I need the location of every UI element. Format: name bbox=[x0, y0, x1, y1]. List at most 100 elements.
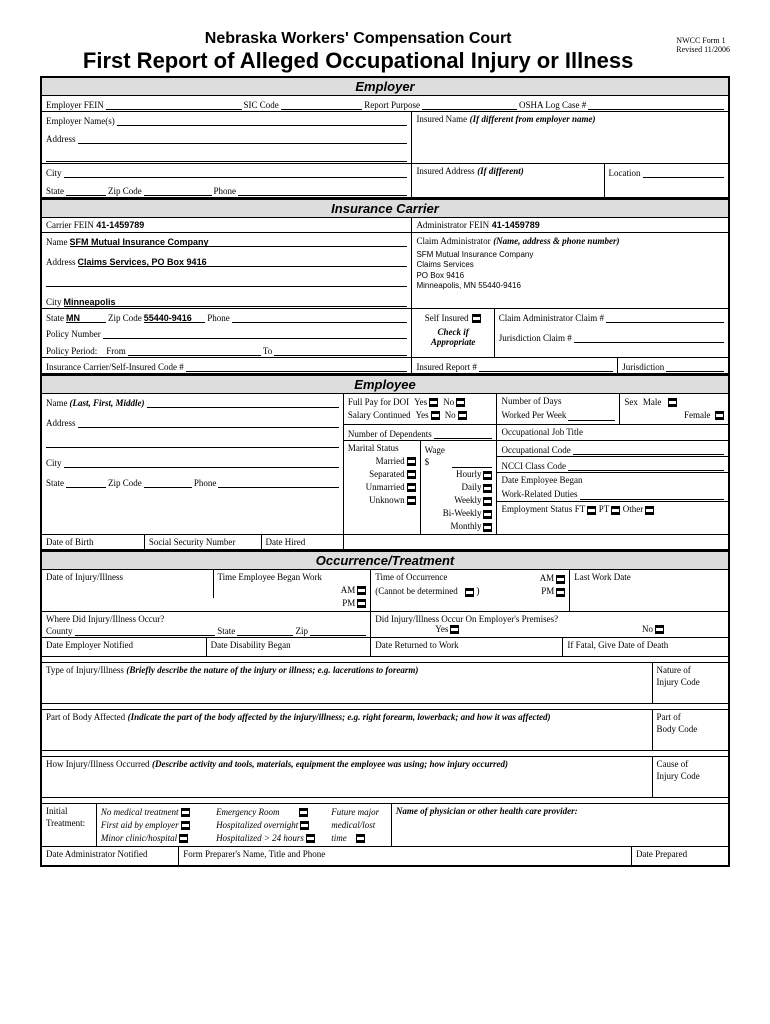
occ-treatment-label: Treatment: bbox=[46, 818, 92, 830]
checkbox-icon[interactable] bbox=[483, 497, 492, 506]
employee-salary-label: Salary Continued bbox=[348, 410, 411, 420]
emp-fein-label: Employer FEIN bbox=[46, 100, 104, 110]
occ-dateprepared-label: Date Prepared bbox=[636, 849, 687, 859]
ins-adminfein-value: 41-1459789 bbox=[492, 220, 540, 230]
employee-hired-label: Date Hired bbox=[266, 537, 306, 547]
checkbox-icon[interactable] bbox=[456, 398, 465, 407]
checkbox-icon[interactable] bbox=[483, 510, 492, 519]
female-label: Female bbox=[684, 410, 711, 420]
occ-state-label: State bbox=[217, 626, 235, 636]
form-revised: Revised 11/2006 bbox=[676, 45, 730, 54]
employee-address-label: Address bbox=[46, 418, 76, 428]
checkbox-icon[interactable] bbox=[715, 411, 724, 420]
firstaid-label: First aid by employer bbox=[101, 820, 179, 830]
occ-datereturn-label: Date Returned to Work bbox=[375, 640, 458, 650]
checkbox-icon[interactable] bbox=[300, 821, 309, 830]
employee-daysworked2-label: Worked Per Week bbox=[501, 410, 566, 422]
employee-empstatus-label: Employment Status bbox=[501, 504, 572, 514]
employee-ncci-label: NCCI Class Code bbox=[501, 461, 566, 471]
form-number: NWCC Form 1 bbox=[676, 36, 730, 45]
ins-claimadminclaim-label: Claim Administrator Claim # bbox=[499, 313, 604, 323]
nomed-label: No medical treatment bbox=[101, 807, 179, 817]
employee-workduties-label: Work-Related Duties bbox=[501, 489, 577, 501]
occ-physician-label: Name of physician or other health care p… bbox=[396, 806, 578, 816]
checkbox-icon[interactable] bbox=[556, 575, 565, 584]
emp-names-label: Employer Name(s) bbox=[46, 116, 115, 126]
checkbox-icon[interactable] bbox=[668, 398, 677, 407]
employee-phone-label: Phone bbox=[194, 478, 217, 488]
ins-claimadmin-label: Claim Administrator bbox=[416, 236, 490, 246]
checkbox-icon[interactable] bbox=[356, 834, 365, 843]
checkbox-icon[interactable] bbox=[458, 411, 467, 420]
medicallost-label: medical/lost bbox=[331, 820, 375, 830]
ins-zip-label: Zip Code bbox=[108, 313, 142, 323]
ins-selfinscode-label: Insurance Carrier/Self-Insured Code # bbox=[46, 362, 184, 372]
employee-wage-label: Wage $ bbox=[425, 445, 451, 468]
checkbox-icon[interactable] bbox=[645, 506, 654, 515]
occ-naturecode-label: Nature of bbox=[657, 665, 724, 677]
checkbox-icon[interactable] bbox=[407, 496, 416, 505]
employee-ssn-label: Social Security Number bbox=[149, 537, 235, 547]
er-label: Emergency Room bbox=[216, 807, 279, 817]
checkbox-icon[interactable] bbox=[556, 588, 565, 597]
checkbox-icon[interactable] bbox=[181, 821, 190, 830]
hosp24-label: Hospitalized > 24 hours bbox=[216, 833, 304, 843]
ins-state-value: MN bbox=[66, 313, 80, 323]
ins-appropriate-label: Appropriate bbox=[416, 337, 489, 347]
hospovernight-label: Hospitalized overnight bbox=[216, 820, 298, 830]
checkbox-icon[interactable] bbox=[450, 625, 459, 634]
checkbox-icon[interactable] bbox=[179, 834, 188, 843]
occ-howoccurred-label: How Injury/Illness Occurred bbox=[46, 759, 149, 769]
employee-occcode-label: Occupational Code bbox=[501, 445, 570, 455]
occ-county-label: County bbox=[46, 626, 73, 636]
checkbox-icon[interactable] bbox=[407, 470, 416, 479]
occ-timeocc-label: Time of Occurrence bbox=[375, 572, 447, 585]
ins-jurisclaim-label: Jurisdiction Claim # bbox=[499, 333, 572, 343]
emp-phone-label: Phone bbox=[214, 186, 237, 196]
ins-jurisdiction-label: Jurisdiction bbox=[622, 362, 664, 372]
checkbox-icon[interactable] bbox=[407, 483, 416, 492]
checkbox-icon[interactable] bbox=[431, 411, 440, 420]
checkbox-icon[interactable] bbox=[181, 808, 190, 817]
checkbox-icon[interactable] bbox=[429, 398, 438, 407]
checkbox-icon[interactable] bbox=[483, 523, 492, 532]
checkbox-icon[interactable] bbox=[306, 834, 315, 843]
emp-insname-label: Insured Name bbox=[416, 114, 467, 124]
checkbox-icon[interactable] bbox=[655, 625, 664, 634]
separated-label: Separated bbox=[369, 469, 404, 479]
checkbox-icon[interactable] bbox=[483, 484, 492, 493]
checkbox-icon[interactable] bbox=[465, 588, 474, 597]
ins-zip-value: 55440-9416 bbox=[144, 313, 192, 323]
form-title: First Report of Alleged Occupational Inj… bbox=[40, 48, 676, 74]
occ-preparer-label: Form Preparer's Name, Title and Phone bbox=[183, 849, 325, 859]
emp-address-label: Address bbox=[46, 134, 76, 144]
occ-timebegan-label: Time Employee Began Work bbox=[218, 572, 367, 584]
employee-daysworked-label: Number of Days bbox=[501, 396, 615, 408]
occ-partbody-label: Part of Body Affected bbox=[46, 712, 125, 722]
checkbox-icon[interactable] bbox=[472, 314, 481, 323]
ins-city-label: City bbox=[46, 297, 62, 307]
emp-zip-label: Zip Code bbox=[108, 186, 142, 196]
ins-claimadmin-line1: SFM Mutual Insurance Company bbox=[416, 250, 724, 260]
checkbox-icon[interactable] bbox=[299, 808, 308, 817]
am-label: AM bbox=[341, 585, 356, 595]
ins-adminfein-label: Administrator FEIN bbox=[416, 220, 489, 230]
occ-premises-label: Did Injury/Illness Occur On Employer's P… bbox=[375, 614, 724, 624]
occ-lastwork-label: Last Work Date bbox=[574, 572, 631, 582]
checkbox-icon[interactable] bbox=[357, 586, 366, 595]
emp-city-label: City bbox=[46, 168, 62, 178]
emp-sic-label: SIC Code bbox=[244, 100, 279, 110]
ins-address-label: Address bbox=[46, 257, 76, 267]
checkbox-icon[interactable] bbox=[357, 599, 366, 608]
checkbox-icon[interactable] bbox=[587, 506, 596, 515]
occ-dateinjury-label: Date of Injury/Illness bbox=[46, 572, 123, 582]
checkbox-icon[interactable] bbox=[483, 471, 492, 480]
checkbox-icon[interactable] bbox=[611, 506, 620, 515]
am-label: AM bbox=[540, 573, 555, 583]
ins-carrierfein-value: 41-1459789 bbox=[96, 220, 144, 230]
unmarried-label: Unmarried bbox=[366, 482, 405, 492]
checkbox-icon[interactable] bbox=[407, 457, 416, 466]
ins-state-label: State bbox=[46, 313, 64, 323]
ft-label: FT bbox=[575, 504, 586, 514]
occ-typeinjury-label: Type of Injury/Illness bbox=[46, 665, 124, 675]
